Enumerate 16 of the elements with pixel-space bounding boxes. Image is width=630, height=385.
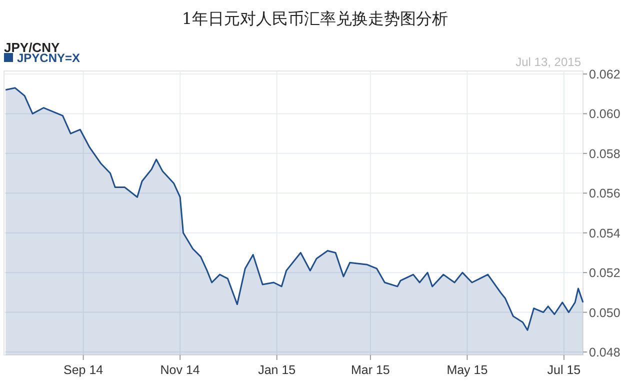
y-tick-label: 0.058 <box>589 146 620 161</box>
annotation: Jul 13, 2015 <box>516 55 581 69</box>
x-tick-label: Jan 15 <box>258 363 296 377</box>
y-tick-label: 0.060 <box>589 107 620 122</box>
x-tick-label: Jul 15 <box>547 363 581 377</box>
y-tick-label: 0.062 <box>589 68 620 82</box>
x-tick-label: Nov 14 <box>160 363 200 377</box>
x-tick-label: Sep 14 <box>64 363 104 377</box>
y-tick-label: 0.052 <box>589 266 620 280</box>
x-tick-label: May 15 <box>446 363 488 377</box>
y-tick-label: 0.056 <box>589 186 620 201</box>
y-tick-label: 0.050 <box>589 306 620 320</box>
title: 1年日元对人民币汇率兑换走势图分析 <box>182 9 448 28</box>
y-tick-label: 0.048 <box>589 346 620 360</box>
y-tick-label: 0.054 <box>589 226 620 240</box>
x-tick-label: Mar 15 <box>350 363 390 377</box>
